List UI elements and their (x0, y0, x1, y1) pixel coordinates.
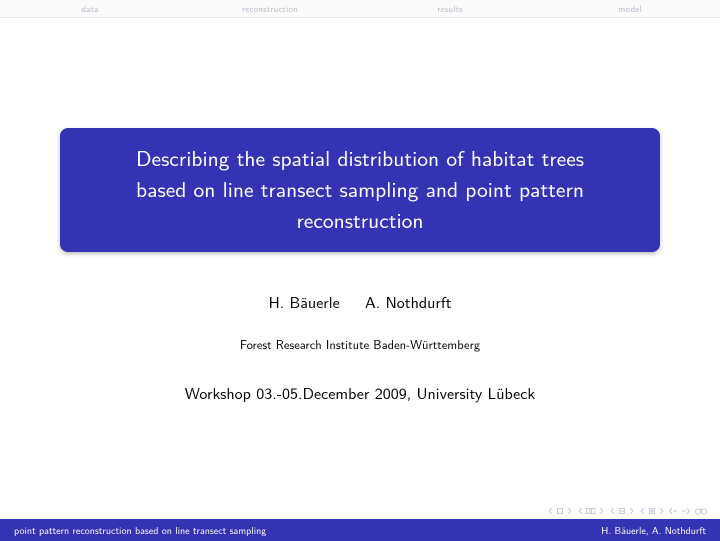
title-text: Describing the spatial distribution of h… (80, 142, 640, 236)
affiliation: Forest Research Institute Baden-Württemb… (240, 335, 480, 353)
nav-prev-slide-icon[interactable] (547, 507, 573, 515)
workshop-line: Workshop 03.-05.December 2009, Universit… (185, 381, 535, 404)
footer-authors: H. Bäuerle, A. Nothdurft (601, 523, 706, 538)
beamer-nav-icons (547, 503, 708, 519)
nav-back-forward-icon[interactable] (669, 507, 690, 515)
slide-body: Describing the spatial distribution of h… (0, 18, 720, 519)
footer-title: point pattern reconstruction based on li… (14, 523, 266, 538)
title-line-3: reconstruction (296, 203, 423, 235)
nav-prev-section-icon[interactable] (577, 507, 605, 515)
nav-item-model[interactable]: model (540, 0, 720, 17)
nav-item-reconstruction[interactable]: reconstruction (180, 0, 360, 17)
title-line-2: based on line transect sampling and poin… (136, 172, 584, 204)
nav-item-data[interactable]: data (0, 0, 180, 17)
author-1: H. Bäuerle (268, 290, 339, 313)
nav-prev-frame-icon[interactable] (639, 507, 665, 515)
title-line-1: Describing the spatial distribution of h… (136, 141, 584, 173)
nav-search-loop-icon[interactable] (694, 507, 708, 516)
nav-item-results[interactable]: results (360, 0, 540, 17)
title-block: Describing the spatial distribution of h… (60, 128, 660, 252)
author-2: A. Nothdurft (365, 290, 452, 313)
nav-prev-subsection-icon[interactable] (609, 507, 635, 515)
authors: H. Bäuerle A. Nothdurft (258, 290, 461, 313)
section-nav: data reconstruction results model (0, 0, 720, 18)
footer-bar: point pattern reconstruction based on li… (0, 519, 720, 541)
